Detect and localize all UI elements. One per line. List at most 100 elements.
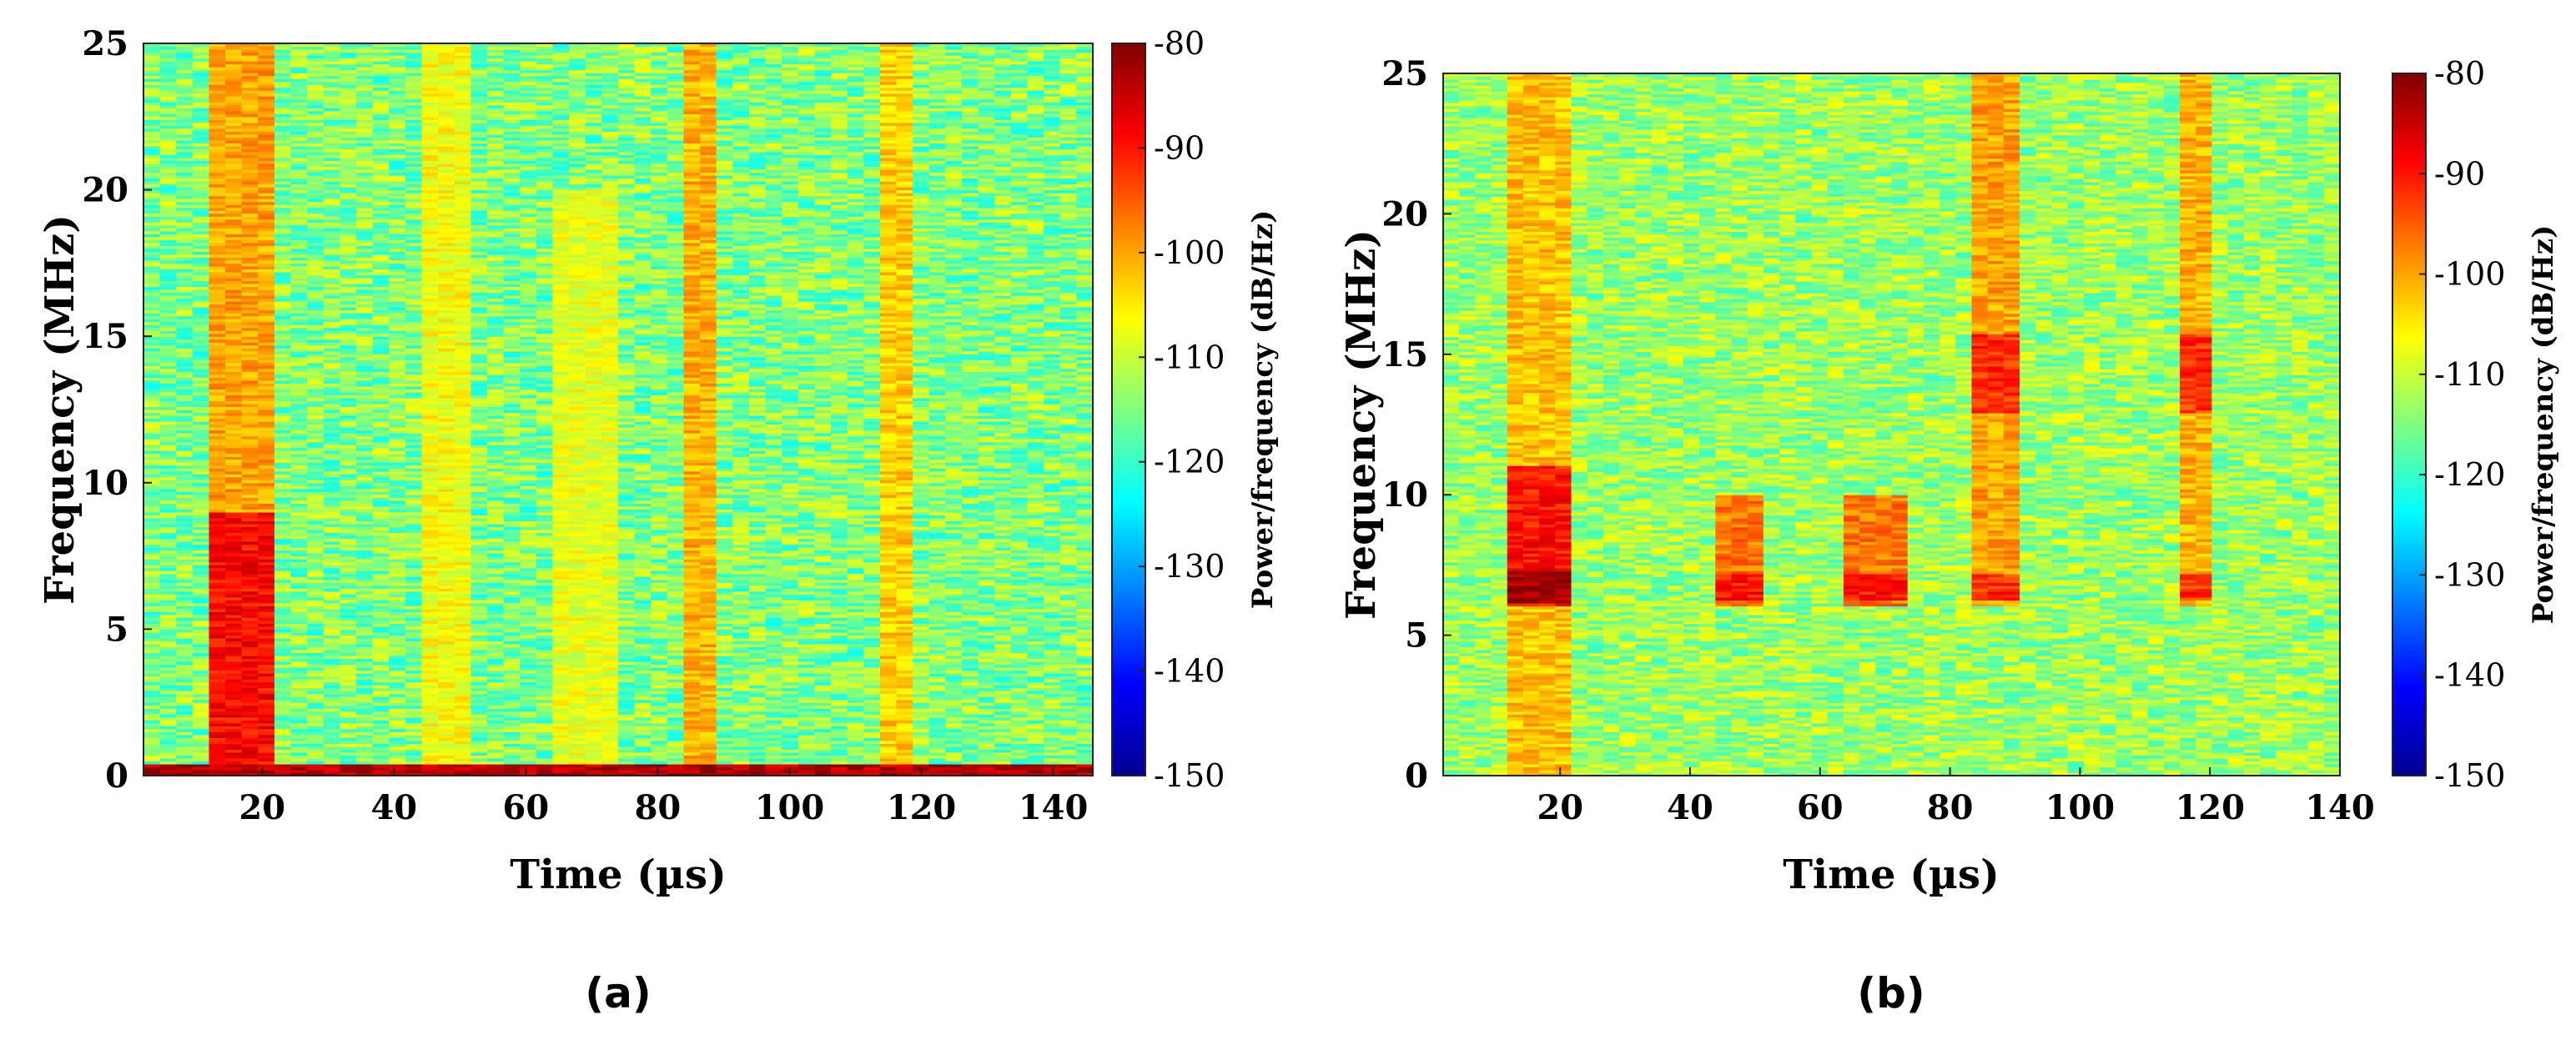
heatmap-cell [209, 726, 225, 729]
heatmap-cell [176, 535, 193, 539]
heatmap-cell [160, 611, 177, 615]
heatmap-cell [209, 439, 225, 442]
heatmap-cell [242, 512, 259, 515]
heatmap-cell [176, 597, 193, 600]
heatmap-cell [143, 433, 160, 436]
heatmap-cell [225, 465, 242, 469]
heatmap-cell [176, 671, 193, 674]
heatmap-cell [176, 497, 193, 500]
heatmap-cell [209, 445, 225, 448]
heatmap-cell [225, 576, 242, 580]
heatmap-cell [176, 483, 193, 486]
heatmap-cell [225, 503, 242, 506]
heatmap-cell [225, 342, 242, 345]
heatmap-cell [225, 691, 242, 694]
heatmap-cell [176, 345, 193, 349]
heatmap-cell [160, 442, 177, 445]
heatmap-cell [176, 568, 193, 571]
heatmap-cell [160, 752, 177, 756]
heatmap-cell [160, 64, 177, 68]
heatmap-cell [225, 377, 242, 380]
heatmap-cell [242, 489, 259, 492]
heatmap-cell [176, 450, 193, 454]
heatmap-cell [176, 439, 193, 442]
heatmap-cell [193, 55, 209, 58]
heatmap-cell [176, 512, 193, 515]
heatmap-cell [176, 357, 193, 360]
heatmap-cell [225, 365, 242, 369]
heatmap-cell [160, 460, 177, 463]
heatmap-cell [176, 665, 193, 668]
heatmap-cell [209, 615, 225, 618]
heatmap-cell [209, 216, 225, 219]
heatmap-cell [176, 644, 193, 647]
heatmap-cell [225, 113, 242, 117]
heatmap-cell [209, 354, 225, 357]
heatmap-cell [176, 123, 193, 126]
heatmap-cell [160, 656, 177, 659]
heatmap-cell [225, 96, 242, 99]
heatmap-cell [160, 597, 177, 600]
heatmap-cell [143, 770, 160, 773]
heatmap-cell [143, 430, 160, 434]
heatmap-cell [143, 394, 160, 398]
heatmap-cell [176, 489, 193, 492]
heatmap-cell [160, 629, 177, 632]
heatmap-cell [193, 711, 209, 715]
heatmap-cell [176, 328, 193, 331]
heatmap-cell [209, 650, 225, 653]
heatmap-cell [193, 580, 209, 583]
heatmap-cell [209, 489, 225, 492]
heatmap-cell [160, 691, 177, 694]
heatmap-cell [193, 163, 209, 167]
heatmap-cell [176, 688, 193, 691]
heatmap-cell [193, 84, 209, 88]
heatmap-cell [225, 310, 242, 314]
heatmap-cell [225, 430, 242, 434]
heatmap-cell [193, 562, 209, 565]
heatmap-cell [209, 167, 225, 170]
heatmap-cell [225, 588, 242, 591]
heatmap-cell [176, 82, 193, 85]
heatmap-cell [209, 266, 225, 269]
heatmap-cell [160, 389, 177, 392]
heatmap-cell [193, 371, 209, 374]
heatmap-cell [143, 214, 160, 217]
heatmap-cell [209, 257, 225, 260]
heatmap-cell [209, 582, 225, 585]
heatmap-cell [176, 758, 193, 761]
heatmap-cell [242, 726, 259, 729]
heatmap-cell [143, 49, 160, 53]
heatmap-cell [143, 650, 160, 653]
heatmap-cell [225, 700, 242, 703]
heatmap-cell [225, 389, 242, 392]
heatmap-cell [209, 406, 225, 409]
heatmap-cell [193, 427, 209, 430]
heatmap-cell [193, 646, 209, 650]
heatmap-cell [143, 143, 160, 146]
heatmap-cell [143, 398, 160, 401]
heatmap-cell [143, 154, 160, 158]
heatmap-cell [176, 726, 193, 729]
heatmap-cell [176, 731, 193, 735]
heatmap-cell [193, 676, 209, 680]
heatmap-cell [242, 568, 259, 571]
heatmap-cell [160, 351, 177, 354]
heatmap-cell [193, 474, 209, 477]
heatmap-cell [193, 336, 209, 339]
heatmap-cell [225, 196, 242, 199]
heatmap-cell [209, 749, 225, 752]
heatmap-cell [193, 82, 209, 85]
heatmap-cell [225, 108, 242, 111]
heatmap-cell [143, 389, 160, 392]
heatmap-cell [160, 266, 177, 269]
heatmap-cell [209, 146, 225, 149]
heatmap-cell [160, 512, 177, 515]
heatmap-cell [176, 336, 193, 339]
heatmap-cell [242, 485, 259, 489]
heatmap-cell [242, 661, 259, 665]
heatmap-cell [160, 47, 177, 50]
heatmap-cell [176, 239, 193, 243]
heatmap-cell [193, 735, 209, 738]
heatmap-cell [209, 644, 225, 647]
